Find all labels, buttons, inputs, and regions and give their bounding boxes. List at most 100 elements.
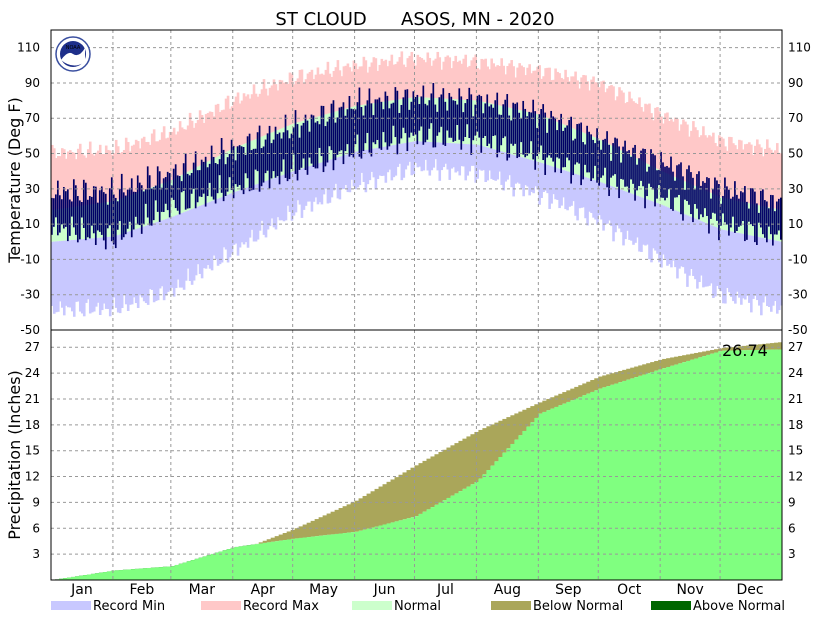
record-max-bar <box>212 116 216 159</box>
record-min-bar <box>404 142 408 170</box>
record-min-bar <box>52 241 56 314</box>
record-max-bar <box>766 139 769 208</box>
record-max-bar <box>358 66 362 106</box>
record-min-bar <box>378 147 382 176</box>
month-label: Apr <box>251 582 275 598</box>
record-max-bar <box>756 139 759 206</box>
precip-below-bar <box>666 358 671 367</box>
record-max-bar <box>682 119 685 181</box>
observed-temp-bar <box>98 190 101 232</box>
precip-tick-label-left: 27 <box>25 340 40 354</box>
precip-observed-bar <box>86 575 92 580</box>
record-min-bar <box>628 192 631 240</box>
record-max-bar <box>730 137 733 200</box>
record-min-bar <box>54 241 58 313</box>
precip-observed-bar <box>310 536 316 580</box>
record-max-bar <box>720 136 723 198</box>
precip-observed-bar <box>554 406 559 580</box>
precip-tick-label-right: 12 <box>788 470 803 484</box>
record-max-bar <box>510 60 513 109</box>
record-min-bar <box>180 213 184 288</box>
observed-temp-bar <box>58 195 61 233</box>
observed-temp-bar <box>402 97 405 128</box>
record-max-bar <box>312 79 316 118</box>
record-min-bar <box>466 144 470 176</box>
record-min-bar <box>384 146 388 183</box>
record-min-bar <box>594 180 597 220</box>
observed-temp-bar <box>156 166 159 212</box>
record-max-bar <box>622 92 625 152</box>
precip-observed-bar <box>366 528 372 580</box>
record-max-bar <box>114 139 118 201</box>
record-max-bar <box>648 103 651 166</box>
observed-temp-bar <box>300 125 303 168</box>
record-max-bar <box>412 61 416 98</box>
record-min-bar <box>578 175 581 209</box>
record-min-bar <box>478 145 482 170</box>
observed-temp-bar <box>394 87 397 138</box>
observed-temp-bar <box>518 112 521 157</box>
precip-observed-bar <box>242 548 248 580</box>
observed-temp-bar <box>216 164 219 194</box>
observed-temp-bar <box>176 175 179 211</box>
observed-temp-bar <box>318 124 321 148</box>
observed-temp-bar <box>340 106 343 151</box>
precip-observed-bar <box>102 574 108 580</box>
observed-temp-bar <box>514 103 517 144</box>
record-min-bar <box>562 170 565 198</box>
precip-observed-bar <box>726 350 731 580</box>
observed-temp-bar <box>308 131 311 158</box>
record-min-bar <box>214 199 218 260</box>
record-min-bar <box>88 238 92 314</box>
precip-below-bar <box>706 350 711 355</box>
record-min-bar <box>568 172 571 207</box>
observed-temp-bar <box>740 191 742 226</box>
precip-below-bar <box>526 407 531 427</box>
observed-temp-bar <box>520 118 523 143</box>
observed-temp-bar <box>590 134 592 182</box>
observed-temp-bar <box>52 198 55 227</box>
observed-temp-bar <box>778 198 780 231</box>
observed-temp-bar <box>440 94 443 127</box>
record-min-bar <box>762 238 765 303</box>
record-max-bar <box>552 79 555 121</box>
record-min-bar <box>416 141 420 168</box>
record-min-bar <box>652 201 655 249</box>
record-min-bar <box>524 158 527 186</box>
observed-temp-bar <box>244 154 247 174</box>
record-min-bar <box>754 236 757 296</box>
record-max-bar <box>666 112 669 174</box>
record-min-bar <box>534 161 537 187</box>
precip-below-bar <box>578 385 583 397</box>
observed-temp-bar <box>114 197 117 249</box>
precip-observed-bar <box>122 572 128 580</box>
precip-observed-bar <box>594 390 599 580</box>
record-min-bar <box>622 190 625 246</box>
record-min-bar <box>51 241 54 306</box>
record-min-bar <box>126 231 130 311</box>
record-min-bar <box>538 162 541 205</box>
record-max-bar <box>300 69 304 122</box>
record-min-bar <box>770 239 773 312</box>
precip-total-annotation: 26.74 <box>722 341 768 360</box>
observed-temp-bar <box>552 116 555 162</box>
record-max-bar <box>498 65 501 106</box>
record-min-bar <box>276 176 280 218</box>
observed-temp-bar <box>616 138 618 187</box>
record-max-bar <box>236 92 240 147</box>
record-min-bar <box>210 201 214 271</box>
record-max-bar <box>614 100 617 148</box>
record-max-bar <box>194 123 198 168</box>
record-min-bar <box>494 149 497 181</box>
record-min-bar <box>492 149 495 180</box>
record-max-bar <box>482 59 486 102</box>
record-min-bar <box>708 224 711 286</box>
record-min-bar <box>502 152 505 191</box>
month-label: Aug <box>494 582 521 598</box>
precip-observed-bar <box>758 349 763 580</box>
precip-observed-bar <box>542 411 547 580</box>
observed-temp-bar <box>454 100 457 141</box>
record-min-bar <box>280 175 284 221</box>
record-max-bar <box>606 88 609 144</box>
record-min-bar <box>284 174 288 221</box>
